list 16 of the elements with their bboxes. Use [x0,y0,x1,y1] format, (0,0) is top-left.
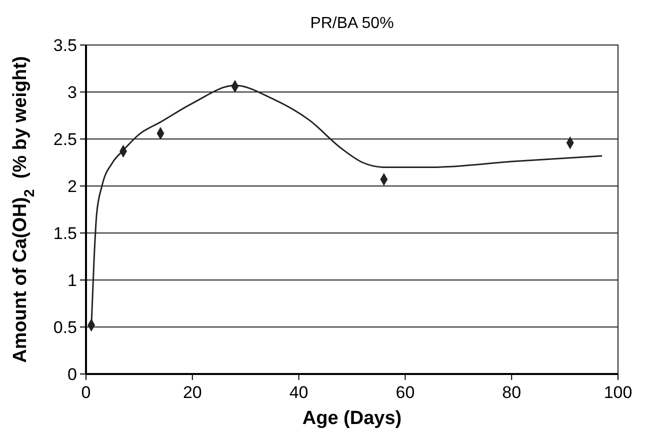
x-tick-label: 0 [81,383,91,402]
chart-title: PR/BA 50% [310,15,394,32]
y-tick-label: 0 [68,364,77,384]
y-tick-label: 1.5 [53,224,77,243]
y-tick-label: 3 [68,82,77,102]
y-tick-label: 2 [68,176,77,196]
y-tick-label: 0.5 [53,318,77,337]
x-tick-label: 100 [604,383,632,402]
x-tick-label: 40 [289,383,308,402]
y-tick-label: 3.5 [53,36,77,55]
x-axis-title: Age (Days) [302,408,402,429]
y-tick-label: 2.5 [53,130,77,149]
y-tick-label: 1 [68,270,77,290]
x-tick-label: 20 [182,383,202,402]
x-tick-label: 80 [502,383,522,402]
x-tick-label: 60 [396,383,415,402]
